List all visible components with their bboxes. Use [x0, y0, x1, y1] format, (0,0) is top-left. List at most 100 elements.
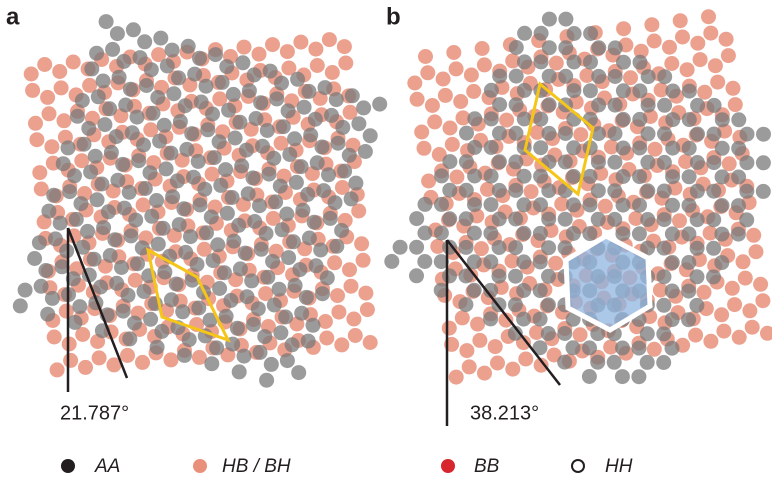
atom: [302, 231, 317, 246]
atom: [466, 84, 481, 99]
atom: [276, 119, 291, 134]
atom: [467, 111, 482, 126]
atom: [50, 362, 65, 377]
atom: [549, 56, 564, 71]
atom: [738, 271, 753, 286]
atom: [662, 40, 677, 55]
atom: [103, 248, 118, 263]
atom: [344, 279, 359, 294]
atom: [467, 283, 482, 298]
atom: [286, 234, 301, 249]
atom: [338, 56, 353, 71]
atom: [104, 145, 119, 160]
atom: [330, 288, 345, 303]
atom: [77, 137, 92, 152]
atom: [641, 98, 656, 113]
atom: [421, 174, 436, 189]
atom: [488, 339, 503, 354]
atom: [28, 116, 43, 131]
atom: [212, 281, 227, 296]
atom: [143, 312, 158, 327]
atom: [282, 147, 297, 162]
atom: [337, 39, 352, 54]
atom: [150, 90, 165, 105]
atom: [207, 150, 222, 165]
atom: [483, 254, 498, 269]
atom: [566, 197, 581, 212]
atom: [719, 32, 734, 47]
atom: [746, 228, 761, 243]
atom: [583, 83, 598, 98]
atom: [573, 327, 588, 342]
atom: [348, 328, 363, 343]
atom: [442, 268, 457, 283]
atom: [623, 70, 638, 85]
atom: [517, 54, 532, 69]
atom: [442, 183, 457, 198]
atom: [204, 356, 219, 371]
atom: [641, 126, 656, 141]
atom: [690, 36, 705, 51]
atom: [524, 184, 539, 199]
atom: [608, 40, 623, 55]
atom: [169, 277, 184, 292]
atom: [557, 326, 572, 341]
atom: [313, 243, 328, 258]
atom: [409, 268, 424, 283]
atom: [467, 140, 482, 155]
atom: [409, 211, 424, 226]
atom: [615, 226, 630, 241]
atom: [714, 307, 729, 322]
atom: [29, 132, 44, 147]
atom: [682, 141, 697, 156]
atom: [640, 355, 655, 370]
atom: [615, 341, 630, 356]
atom: [329, 92, 344, 107]
atom: [247, 67, 262, 82]
figure: a b 21.787° 38.213° AA HB / BH BB HH: [0, 0, 772, 482]
atom: [292, 262, 307, 277]
atom: [467, 226, 482, 241]
atom: [334, 223, 349, 238]
atom: [120, 348, 135, 363]
atom: [647, 34, 662, 49]
atom: [231, 218, 246, 233]
atom: [459, 211, 474, 226]
atom: [126, 22, 141, 37]
atom: [449, 170, 464, 185]
atom: [226, 234, 241, 249]
atom: [232, 364, 247, 379]
atom: [438, 88, 453, 103]
atom: [25, 83, 40, 98]
atom: [122, 331, 137, 346]
atom: [315, 286, 330, 301]
atom: [445, 137, 460, 152]
atom: [533, 255, 548, 270]
atom: [318, 80, 333, 95]
atom: [102, 101, 117, 116]
atom: [125, 125, 140, 140]
atom: [80, 224, 95, 239]
lattice-b: [384, 9, 772, 384]
atom: [632, 169, 647, 184]
atom: [177, 348, 192, 363]
atom: [608, 69, 623, 84]
atom: [324, 108, 339, 123]
atom: [681, 226, 696, 241]
atom: [342, 262, 357, 277]
atom: [272, 282, 287, 297]
atom: [192, 51, 207, 66]
legend-label: AA: [94, 456, 120, 477]
angle-label: 21.787°: [60, 402, 129, 424]
atom: [455, 310, 470, 325]
atom: [632, 341, 647, 356]
atom: [458, 297, 473, 312]
atom: [175, 304, 190, 319]
atom: [517, 197, 532, 212]
atom: [607, 212, 622, 227]
atom: [137, 284, 152, 299]
atom: [45, 291, 60, 306]
atom: [703, 334, 718, 349]
atom: [541, 240, 556, 255]
atom: [38, 263, 53, 278]
